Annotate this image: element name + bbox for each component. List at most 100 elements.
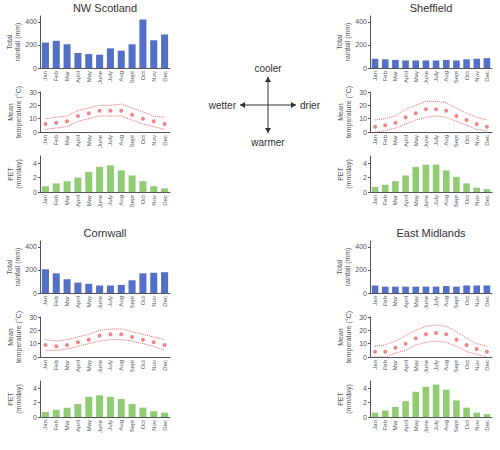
svg-text:June: June	[97, 134, 103, 148]
svg-text:(mm/day): (mm/day)	[345, 159, 353, 189]
svg-text:April: April	[403, 296, 409, 308]
svg-text:April: April	[403, 71, 409, 83]
svg-text:temperature (°C): temperature (°C)	[15, 86, 23, 138]
svg-text:Feb: Feb	[53, 295, 59, 306]
svg-text:4: 4	[33, 160, 37, 167]
svg-text:May: May	[413, 135, 419, 146]
svg-text:July: July	[433, 420, 439, 431]
svg-text:PET: PET	[7, 391, 14, 405]
svg-text:200: 200	[355, 41, 367, 48]
svg-text:Oct: Oct	[140, 360, 146, 370]
svg-text:June: June	[423, 295, 429, 309]
svg-text:30: 30	[359, 89, 367, 96]
svg-text:Feb: Feb	[53, 70, 59, 81]
svg-text:May: May	[86, 195, 92, 206]
svg-text:Aug: Aug	[118, 135, 124, 146]
svg-text:Mar: Mar	[392, 296, 398, 306]
svg-text:Dec: Dec	[162, 71, 168, 82]
svg-text:June: June	[97, 295, 103, 309]
svg-text:4: 4	[33, 385, 37, 392]
svg-text:Mar: Mar	[392, 71, 398, 81]
svg-text:4: 4	[363, 385, 367, 392]
svg-text:Mean: Mean	[7, 103, 14, 121]
svg-text:0: 0	[33, 414, 37, 421]
svg-text:Mar: Mar	[64, 296, 70, 306]
svg-text:Oct: Oct	[464, 296, 470, 306]
svg-text:Oct: Oct	[464, 135, 470, 145]
svg-text:200: 200	[25, 266, 37, 273]
svg-text:Dec: Dec	[162, 296, 168, 307]
svg-text:Feb: Feb	[382, 295, 388, 306]
svg-text:4: 4	[363, 160, 367, 167]
svg-text:April: April	[75, 296, 81, 308]
svg-text:Feb: Feb	[382, 134, 388, 145]
svg-text:0: 0	[363, 354, 367, 361]
svg-text:PET: PET	[7, 166, 14, 180]
svg-text:Aug: Aug	[443, 296, 449, 307]
svg-text:20: 20	[359, 327, 367, 334]
svg-text:rainfall (mm): rainfall (mm)	[14, 23, 22, 62]
svg-text:May: May	[413, 71, 419, 82]
svg-text:Dec: Dec	[484, 360, 490, 371]
svg-text:May: May	[86, 135, 92, 146]
svg-text:2: 2	[33, 399, 37, 406]
svg-text:Sept: Sept	[453, 420, 459, 433]
svg-text:Sept: Sept	[453, 135, 459, 148]
svg-text:April: April	[75, 71, 81, 83]
svg-text:Feb: Feb	[382, 359, 388, 370]
svg-text:0: 0	[33, 189, 37, 196]
svg-text:Sept: Sept	[129, 71, 135, 84]
svg-text:April: April	[403, 135, 409, 147]
svg-text:Nov: Nov	[474, 360, 480, 371]
svg-text:Mean: Mean	[337, 103, 344, 121]
svg-text:400: 400	[355, 243, 367, 250]
svg-text:Jan: Jan	[372, 360, 378, 370]
svg-text:Nov: Nov	[474, 420, 480, 431]
svg-text:Mar: Mar	[392, 195, 398, 205]
svg-text:0: 0	[363, 290, 367, 297]
svg-text:May: May	[86, 296, 92, 307]
svg-text:2: 2	[33, 174, 37, 181]
svg-text:July: July	[433, 71, 439, 82]
svg-text:30: 30	[29, 89, 37, 96]
svg-text:drier: drier	[300, 100, 321, 111]
svg-text:May: May	[86, 360, 92, 371]
svg-text:(mm/day): (mm/day)	[15, 159, 23, 189]
svg-text:Aug: Aug	[443, 360, 449, 371]
svg-text:April: April	[75, 360, 81, 372]
svg-text:Nov: Nov	[151, 135, 157, 146]
svg-text:Nov: Nov	[151, 71, 157, 82]
svg-text:Oct: Oct	[464, 420, 470, 430]
svg-text:Mar: Mar	[392, 135, 398, 145]
svg-text:0: 0	[363, 65, 367, 72]
svg-text:rainfall (mm): rainfall (mm)	[344, 248, 352, 287]
svg-text:Sept: Sept	[129, 195, 135, 208]
svg-text:April: April	[403, 195, 409, 207]
svg-text:400: 400	[25, 18, 37, 25]
svg-text:rainfall (mm): rainfall (mm)	[344, 23, 352, 62]
svg-text:0: 0	[33, 290, 37, 297]
svg-text:2: 2	[363, 399, 367, 406]
svg-text:Dec: Dec	[162, 135, 168, 146]
svg-text:East Midlands: East Midlands	[396, 227, 466, 239]
svg-text:May: May	[413, 296, 419, 307]
svg-text:July: July	[433, 135, 439, 146]
svg-text:Dec: Dec	[484, 296, 490, 307]
svg-text:Sept: Sept	[129, 360, 135, 373]
svg-text:Jan: Jan	[372, 420, 378, 430]
svg-text:Aug: Aug	[443, 195, 449, 206]
svg-text:June: June	[423, 419, 429, 433]
svg-text:Aug: Aug	[443, 420, 449, 431]
svg-text:Sept: Sept	[453, 71, 459, 84]
svg-text:0: 0	[363, 189, 367, 196]
svg-text:Mar: Mar	[64, 360, 70, 370]
svg-text:Total: Total	[6, 259, 13, 274]
svg-text:Aug: Aug	[443, 135, 449, 146]
svg-text:June: June	[97, 194, 103, 208]
svg-text:Oct: Oct	[140, 195, 146, 205]
svg-text:Mar: Mar	[64, 195, 70, 205]
svg-text:June: June	[97, 359, 103, 373]
svg-text:Mar: Mar	[64, 135, 70, 145]
svg-text:10: 10	[29, 115, 37, 122]
svg-text:July: July	[107, 420, 113, 431]
